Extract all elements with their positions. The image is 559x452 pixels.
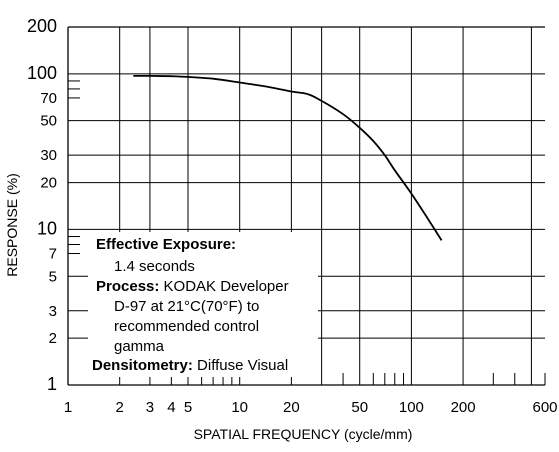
x-tick-label: 5 xyxy=(184,399,192,416)
series-line xyxy=(133,74,443,241)
y-tick-label: 50 xyxy=(40,113,57,130)
annotation-line: gamma xyxy=(114,338,165,355)
annotation-value: 1.4 seconds xyxy=(114,258,195,275)
annotation-background xyxy=(88,232,318,377)
x-tick-label: 1 xyxy=(64,399,72,416)
y-tick-label: 5 xyxy=(49,268,57,285)
annotation-line: 1.4 seconds xyxy=(114,258,195,275)
annotation-text: Effective Exposure: 1.4 seconds Process: K… xyxy=(92,236,289,374)
annotation-line: Effective Exposure: xyxy=(96,236,236,253)
annotation-value: recommended control xyxy=(114,318,259,335)
annotation-line: D-97 at 21°C(70°F) to xyxy=(114,298,259,315)
y-tick-label: 2 xyxy=(49,330,57,347)
annotation-line: Densitometry: Diffuse Visual xyxy=(92,357,288,374)
x-tick-label: 50 xyxy=(351,399,368,416)
x-tick-label: 600 xyxy=(532,399,557,416)
y-tick-label: 3 xyxy=(49,303,57,320)
annotation-value: gamma xyxy=(114,338,165,355)
annotation-label: Process: xyxy=(96,278,159,295)
x-tick-label: 2 xyxy=(116,399,124,416)
y-tick-label: 1 xyxy=(47,374,57,394)
annotation-box xyxy=(88,232,318,377)
y-tick-label: 200 xyxy=(27,16,57,36)
x-axis-label: SPATIAL FREQUENCY (cycle/mm) xyxy=(194,426,413,442)
series-layer xyxy=(133,74,443,241)
y-axis-ticks: 1 2 3 5 7 10 20 30 50 70 100 200 xyxy=(27,16,57,394)
annotation-value: D-97 at 21°C(70°F) to xyxy=(114,298,259,315)
y-tick-label: 100 xyxy=(27,63,57,83)
annotation-line: Process: KODAK Developer xyxy=(96,278,289,295)
y-axis-label: RESPONSE (%) xyxy=(4,173,20,276)
x-tick-label: 10 xyxy=(231,399,248,416)
annotation-line: recommended control xyxy=(114,318,259,335)
annotation-label: Effective Exposure: xyxy=(96,236,236,253)
x-tick-label: 20 xyxy=(283,399,300,416)
y-tick-label: 10 xyxy=(37,218,57,238)
annotation-value: Diffuse Visual xyxy=(193,357,288,374)
y-tick-label: 30 xyxy=(40,147,57,164)
x-tick-label: 4 xyxy=(167,399,175,416)
annotation-value: KODAK Developer xyxy=(159,278,288,295)
y-tick-label: 70 xyxy=(40,90,57,107)
y-tick-label: 20 xyxy=(40,175,57,192)
x-tick-label: 3 xyxy=(146,399,154,416)
y-tick-label: 7 xyxy=(49,246,57,263)
x-tick-label: 100 xyxy=(399,399,424,416)
x-tick-label: 200 xyxy=(451,399,476,416)
x-axis-ticks: 1 2 3 4 5 10 20 50 100 200 600 xyxy=(64,399,558,416)
annotation-label: Densitometry: xyxy=(92,357,193,374)
